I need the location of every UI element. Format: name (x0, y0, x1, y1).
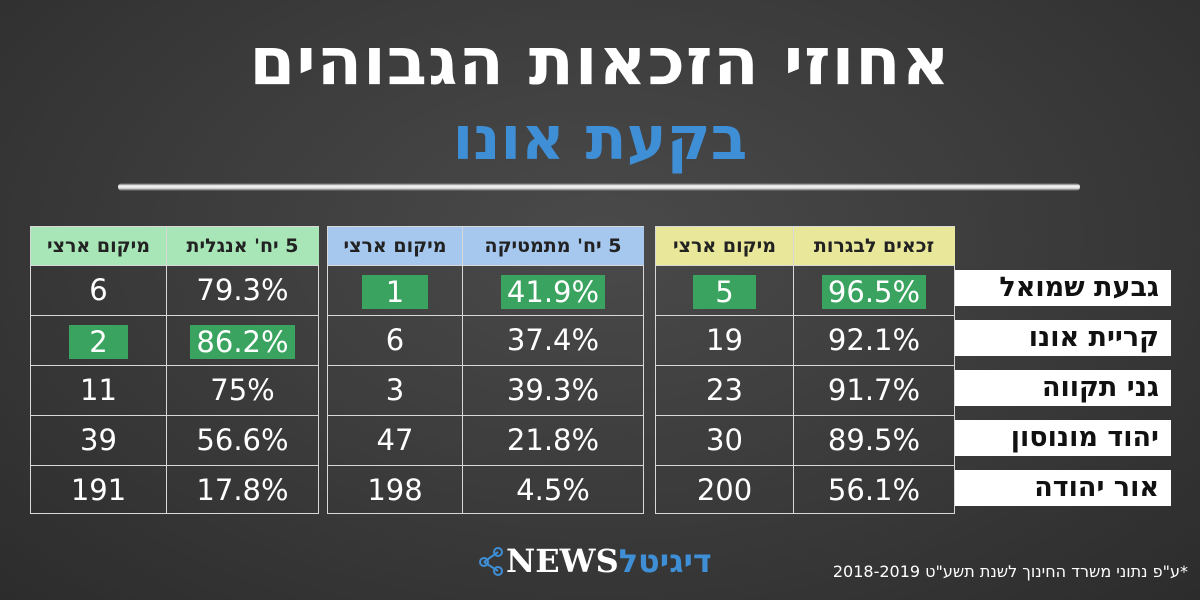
page-subtitle: בקעת אונו (452, 104, 748, 174)
math-rank-cell: 6 (385, 323, 405, 357)
math-col-divider (462, 227, 463, 513)
highlight-badge: 1 (361, 275, 429, 309)
highlight-badge: 2 (69, 325, 128, 359)
english-rank-header: מיקום ארצי (31, 227, 166, 265)
town-label: גבעת שמואל (955, 270, 1171, 306)
chalk-divider (118, 183, 1080, 191)
row-divider (31, 265, 318, 266)
row-divider (328, 365, 643, 366)
bagrut-rank-header: מיקום ארצי (656, 227, 793, 265)
row-divider (328, 265, 643, 266)
town-label: קריית אונו (955, 320, 1171, 356)
row-divider (31, 415, 318, 416)
highlight-badge: 41.9% (500, 275, 606, 309)
english-rank-cell: 2 (31, 315, 166, 365)
row-divider (31, 315, 318, 316)
bagrut-col-divider (793, 227, 794, 513)
english-value-cell: 56.6% (196, 423, 289, 457)
math-value-header: 5 יח' מתמטיקה (462, 227, 644, 265)
math-rank-cell: 1 (328, 265, 462, 315)
bagrut-rank-cell: 200 (696, 473, 753, 507)
row-divider (656, 365, 954, 366)
town-label: אור יהודה (955, 470, 1171, 506)
english-col-divider (166, 227, 167, 513)
bagrut-value-cell: 96.5% (793, 265, 955, 315)
logo-news-text: NEWS (506, 542, 619, 580)
english-rank-cell: 11 (80, 373, 117, 407)
row-divider (31, 465, 318, 466)
bagrut-rank-cell: 30 (706, 423, 743, 457)
english-rank-cell: 191 (70, 473, 127, 507)
row-divider (328, 415, 643, 416)
row-divider (328, 315, 643, 316)
highlight-badge: 5 (693, 275, 756, 309)
bagrut-rank-cell: 5 (656, 265, 793, 315)
math-rank-cell: 3 (385, 373, 405, 407)
math-value-cell: 21.8% (506, 423, 600, 457)
highlight-badge: 96.5% (821, 275, 927, 309)
math-group: מיקום ארצי 5 יח' מתמטיקה 1 41.9% 6 37.4%… (327, 226, 644, 514)
source-footnote: *ע"פ נתוני משרד החינוך לשנת תשע"ט 2018-2… (832, 562, 1188, 581)
english-value-cell: 86.2% (166, 315, 319, 365)
math-rank-header: מיקום ארצי (328, 227, 462, 265)
town-label: גני תקווה (955, 370, 1171, 406)
bagrut-rank-cell: 19 (706, 323, 743, 357)
math-value-cell: 39.3% (506, 373, 600, 407)
town-label: יהוד מונוסון (955, 420, 1171, 456)
row-divider (656, 315, 954, 316)
bagrut-group: מיקום ארצי זכאים לבגרות 5 96.5% 19 92.1%… (655, 226, 955, 514)
english-value-cell: 75% (210, 373, 275, 407)
math-value-cell: 41.9% (462, 265, 644, 315)
english-group: מיקום ארצי 5 יח' אנגלית 6 79.3% 2 86.2% … (30, 226, 319, 514)
brand-logo: NEWS דיגיטל (478, 537, 712, 585)
math-rank-cell: 198 (367, 473, 423, 507)
bagrut-value-header: זכאים לבגרות (793, 227, 955, 265)
english-rank-cell: 6 (89, 273, 108, 307)
math-rank-cell: 47 (376, 423, 414, 457)
math-value-cell: 4.5% (516, 473, 590, 507)
english-rank-cell: 39 (80, 423, 117, 457)
english-value-cell: 79.3% (196, 273, 289, 307)
bagrut-rank-cell: 23 (706, 373, 743, 407)
logo-hebrew-text: דיגיטל (618, 542, 712, 580)
bagrut-value-cell: 89.5% (827, 423, 921, 457)
row-divider (31, 365, 318, 366)
row-divider (656, 415, 954, 416)
row-divider (656, 465, 954, 466)
row-divider (328, 465, 643, 466)
english-value-cell: 17.8% (196, 473, 289, 507)
bagrut-value-cell: 56.1% (827, 473, 921, 507)
row-divider (656, 265, 954, 266)
english-value-header: 5 יח' אנגלית (166, 227, 319, 265)
network-nodes-icon (479, 547, 503, 576)
highlight-badge: 86.2% (190, 325, 295, 359)
bagrut-value-cell: 92.1% (827, 323, 921, 357)
math-value-cell: 37.4% (506, 323, 600, 357)
page-title: אחוזי הזכאות הגבוהים (249, 23, 951, 100)
bagrut-value-cell: 91.7% (827, 373, 921, 407)
